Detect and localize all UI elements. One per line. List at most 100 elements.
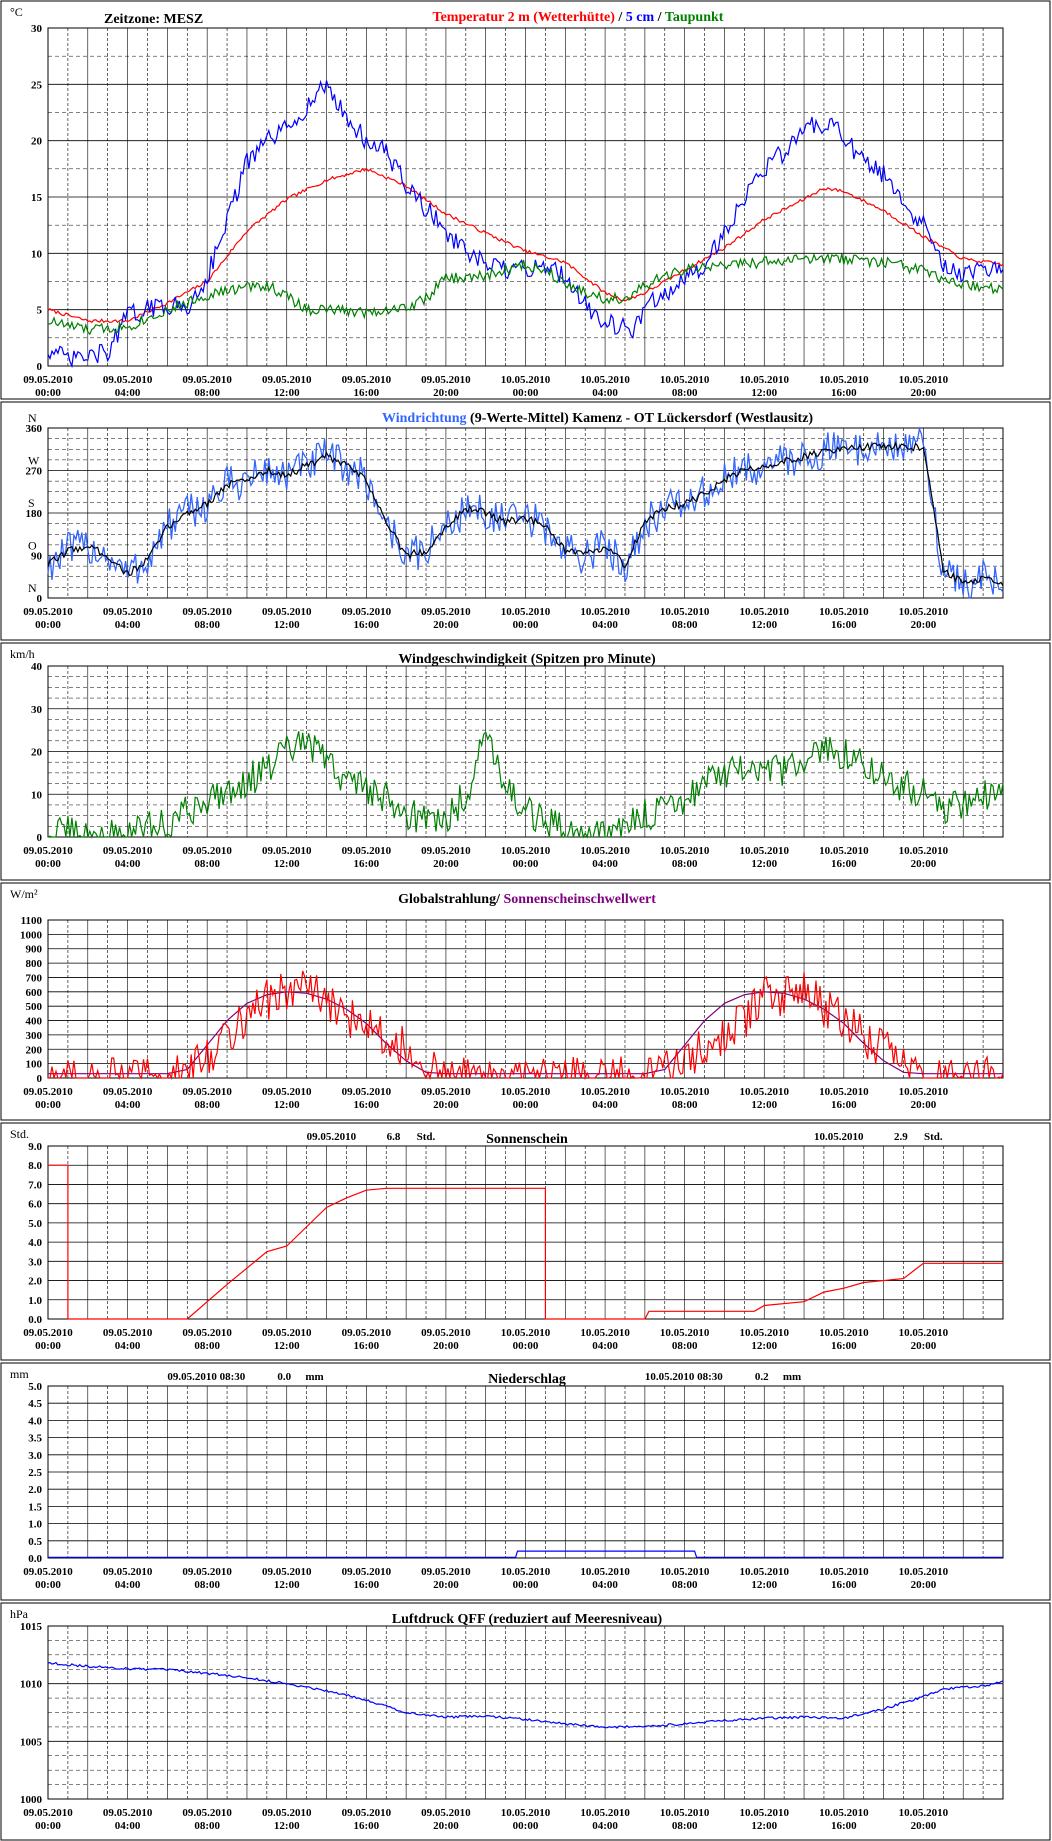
- y-tick-label: 20: [31, 136, 43, 148]
- x-tick-time: 12:00: [751, 1579, 777, 1591]
- x-tick-date: 09.05.2010: [103, 374, 153, 386]
- x-tick-date: 09.05.2010: [421, 606, 471, 618]
- chart-title: Temperatur 2 m (Wetterhütte) / 5 cm / Ta…: [433, 10, 724, 25]
- x-tick-time: 08:00: [672, 858, 698, 870]
- x-tick-date: 10.05.2010: [580, 1086, 630, 1098]
- x-tick-time: 16:00: [831, 387, 857, 399]
- chart-title-part: /: [615, 10, 626, 25]
- y-tick-label: 400: [26, 1016, 43, 1028]
- x-tick-date: 10.05.2010: [580, 374, 630, 386]
- x-tick-date: 10.05.2010: [899, 374, 949, 386]
- x-tick-time: 04:00: [115, 1099, 141, 1111]
- x-tick-time: 16:00: [831, 1099, 857, 1111]
- x-tick-time: 12:00: [751, 1099, 777, 1111]
- chart-title: Luftdruck QFF (reduziert auf Meeresnivea…: [392, 1612, 663, 1627]
- x-tick-time: 08:00: [194, 387, 220, 399]
- chart-title-part: Niederschlag: [488, 1372, 566, 1387]
- annotation-unit: mm: [783, 1371, 801, 1383]
- x-tick-time: 20:00: [433, 1579, 459, 1591]
- panel-frame: [0, 0, 1051, 400]
- x-tick-time: 04:00: [592, 1820, 618, 1832]
- x-tick-date: 09.05.2010: [262, 845, 312, 857]
- x-tick-date: 10.05.2010: [819, 606, 869, 618]
- y-tick-label: 600: [26, 987, 43, 999]
- unit-label: mm: [10, 1367, 29, 1381]
- y-tick-label: 2.0: [28, 1484, 42, 1496]
- x-tick-date: 09.05.2010: [23, 374, 73, 386]
- x-tick-time: 00:00: [35, 1820, 61, 1832]
- annotation-unit: Std.: [924, 1131, 943, 1143]
- y-tick-label: 1010: [20, 1679, 43, 1691]
- x-tick-time: 20:00: [433, 1099, 459, 1111]
- x-tick-time: 12:00: [751, 619, 777, 631]
- x-tick-date: 09.05.2010: [421, 374, 471, 386]
- x-tick-date: 10.05.2010: [740, 1327, 790, 1339]
- y-tick-label: 5: [37, 305, 43, 317]
- x-tick-time: 04:00: [115, 1340, 141, 1352]
- x-tick-date: 10.05.2010: [660, 1086, 710, 1098]
- x-tick-time: 00:00: [513, 858, 539, 870]
- x-tick-time: 20:00: [911, 1099, 937, 1111]
- panel-frame: [0, 1362, 1051, 1601]
- y-tick-label: 1.0: [28, 1519, 42, 1531]
- y-tick-label: 10: [31, 248, 43, 260]
- y-tick-label: 4.0: [28, 1415, 42, 1427]
- y-tick-label: 1000: [20, 929, 43, 941]
- x-tick-date: 09.05.2010: [23, 1807, 73, 1819]
- x-tick-date: 10.05.2010: [819, 1327, 869, 1339]
- x-tick-time: 08:00: [672, 1099, 698, 1111]
- x-tick-time: 00:00: [513, 1099, 539, 1111]
- y-tick-label: 180: [26, 508, 43, 520]
- x-tick-date: 09.05.2010: [182, 374, 232, 386]
- y-tick-label: 8.0: [28, 1160, 42, 1172]
- x-tick-time: 20:00: [911, 619, 937, 631]
- x-tick-date: 09.05.2010: [342, 1327, 392, 1339]
- y-tick-label: 4.0: [28, 1237, 42, 1249]
- x-tick-time: 00:00: [513, 1820, 539, 1832]
- x-tick-time: 20:00: [911, 858, 937, 870]
- x-tick-date: 09.05.2010: [182, 1086, 232, 1098]
- y-tick-label: 300: [26, 1030, 43, 1042]
- series-line: [48, 970, 1004, 1081]
- x-tick-time: 16:00: [831, 1579, 857, 1591]
- y-tick-label: 5.0: [28, 1381, 42, 1393]
- x-tick-date: 10.05.2010: [501, 374, 551, 386]
- y-tick-label: 20: [31, 747, 43, 759]
- x-tick-time: 16:00: [831, 1820, 857, 1832]
- x-tick-time: 04:00: [115, 858, 141, 870]
- x-tick-time: 00:00: [35, 387, 61, 399]
- x-tick-time: 16:00: [831, 619, 857, 631]
- x-tick-date: 10.05.2010: [819, 374, 869, 386]
- y-tick-label: 15: [31, 192, 43, 204]
- unit-label: km/h: [10, 647, 35, 661]
- x-tick-date: 09.05.2010: [262, 1807, 312, 1819]
- x-tick-time: 08:00: [194, 858, 220, 870]
- x-tick-time: 04:00: [592, 858, 618, 870]
- x-tick-date: 09.05.2010: [103, 1086, 153, 1098]
- x-tick-date: 09.05.2010: [103, 606, 153, 618]
- x-tick-date: 10.05.2010: [580, 606, 630, 618]
- x-tick-time: 04:00: [592, 1579, 618, 1591]
- x-tick-date: 10.05.2010: [580, 1807, 630, 1819]
- x-tick-time: 12:00: [274, 387, 300, 399]
- x-tick-date: 10.05.2010: [740, 845, 790, 857]
- compass-label: O: [28, 539, 37, 553]
- x-tick-time: 08:00: [194, 1820, 220, 1832]
- chart-title-part: Sonnenscheinschwellwert: [500, 892, 656, 907]
- x-tick-time: 00:00: [513, 1340, 539, 1352]
- x-tick-date: 09.05.2010: [342, 374, 392, 386]
- x-tick-time: 00:00: [513, 619, 539, 631]
- x-tick-time: 08:00: [672, 1579, 698, 1591]
- x-tick-date: 09.05.2010: [421, 1086, 471, 1098]
- annotation-value: 2.9: [894, 1131, 908, 1143]
- x-tick-date: 10.05.2010: [740, 1086, 790, 1098]
- y-tick-label: 90: [31, 551, 43, 563]
- y-tick-label: 3.0: [28, 1256, 42, 1268]
- x-tick-time: 08:00: [672, 619, 698, 631]
- y-tick-label: 0: [37, 832, 43, 844]
- y-tick-label: 100: [26, 1059, 43, 1071]
- annotation-value: 0.2: [755, 1371, 769, 1383]
- y-tick-label: 700: [26, 972, 43, 984]
- x-tick-date: 09.05.2010: [23, 845, 73, 857]
